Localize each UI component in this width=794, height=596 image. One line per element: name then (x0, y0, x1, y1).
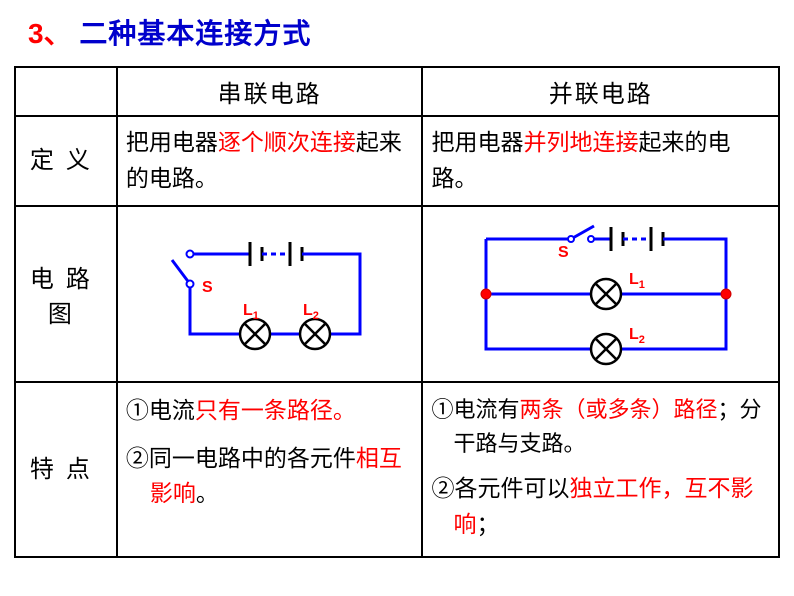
feature-row: 特点 ①电流只有一条路径。 ②同一电路中的各元件相互影响。 ①电流有两条（或多条… (15, 382, 779, 557)
header-row: 串联电路 并联电路 (15, 67, 779, 116)
svg-text:L2: L2 (629, 326, 645, 346)
feat-label: 特点 (15, 382, 117, 557)
page-title: 3、 二种基本连接方式 (0, 0, 794, 60)
def-parallel: 把用电器并列地连接起来的电路。 (422, 116, 779, 206)
diagram-row: 电路图 (15, 206, 779, 382)
header-parallel: 并联电路 (422, 67, 779, 116)
def-series: 把用电器逐个顺次连接起来的电路。 (117, 116, 423, 206)
feat-parallel: ①电流有两条（或多条）路径；分干路与支路。 ②各元件可以独立工作，互不影响； (422, 382, 779, 557)
svg-text:S: S (558, 244, 569, 261)
diag-label: 电路图 (15, 206, 117, 382)
series-circuit-diagram: S L1 L2 (117, 206, 423, 382)
comparison-table: 串联电路 并联电路 定义 把用电器逐个顺次连接起来的电路。 把用电器并列地连接起… (14, 66, 780, 558)
feat-series: ①电流只有一条路径。 ②同一电路中的各元件相互影响。 (117, 382, 423, 557)
svg-text:L1: L1 (629, 271, 645, 291)
title-text: 二种基本连接方式 (79, 18, 311, 49)
definition-row: 定义 把用电器逐个顺次连接起来的电路。 把用电器并列地连接起来的电路。 (15, 116, 779, 206)
svg-text:S: S (202, 279, 213, 296)
header-series: 串联电路 (117, 67, 423, 116)
title-number: 3、 (28, 18, 72, 49)
corner-cell (15, 67, 117, 116)
parallel-circuit-diagram: S L1 L2 (422, 206, 779, 382)
def-label: 定义 (15, 116, 117, 206)
